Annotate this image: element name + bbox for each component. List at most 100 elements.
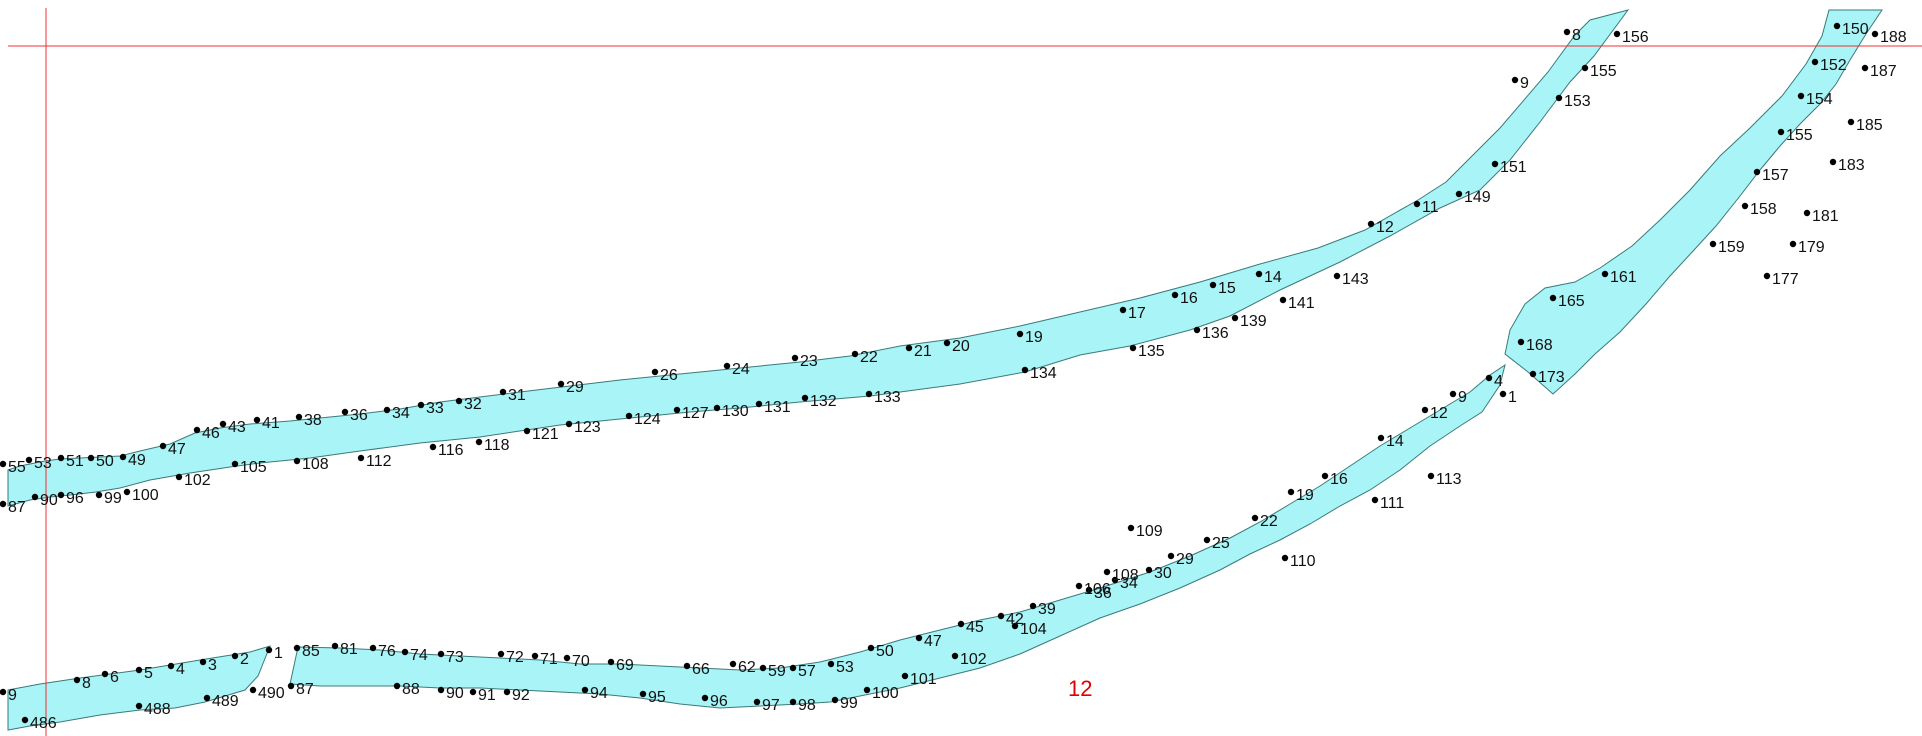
upper-road-survey-point <box>1333 272 1341 280</box>
lower-road-survey-point <box>1011 622 1019 630</box>
upper-road-survey-point <box>673 406 681 414</box>
upper-road-point-label: 46 <box>202 425 220 442</box>
lower-road-survey-point <box>1127 524 1135 532</box>
lower-road-point-label: 108 <box>1112 567 1139 584</box>
upper-road-survey-point <box>755 400 763 408</box>
right-road-survey-point <box>1797 92 1805 100</box>
lower-road-survey-point <box>369 644 377 652</box>
upper-road-survey-point <box>1231 314 1239 322</box>
upper-road-survey-point <box>565 420 573 428</box>
lower-road-survey-point <box>497 650 505 658</box>
upper-road-survey-point <box>429 443 437 451</box>
lower-road-point-label: 97 <box>762 697 780 714</box>
upper-road-survey-point <box>341 408 349 416</box>
right-road-point-label: 161 <box>1610 269 1637 286</box>
lower-road-survey-point <box>437 650 445 658</box>
lower-road-survey-point <box>1075 582 1083 590</box>
lower-road-survey-point <box>1145 566 1153 574</box>
right-road-survey-point <box>1861 64 1869 72</box>
upper-road-point-label: 34 <box>392 405 410 422</box>
sheet-number: 12 <box>1068 676 1092 701</box>
upper-road-survey-point <box>943 339 951 347</box>
upper-road-point-label: 141 <box>1288 295 1315 312</box>
upper-road-survey-point <box>231 460 239 468</box>
upper-road-point-label: 8 <box>1572 27 1581 44</box>
lower-road-point-label: 490 <box>258 685 285 702</box>
upper-road-survey-point <box>193 426 201 434</box>
upper-road-point-label: 15 <box>1218 280 1236 297</box>
upper-road-survey-point <box>1563 28 1571 36</box>
lower-road-survey-point <box>331 642 339 650</box>
lower-road-survey-point <box>249 686 257 694</box>
upper-road-point-label: 149 <box>1464 189 1491 206</box>
right-road-labels: 150 188 152 187 154 185 155 183 157 181 158 179 159 1… <box>1526 21 1907 386</box>
lower-road-point-label: 92 <box>512 687 530 704</box>
lower-road-point-label: 109 <box>1136 523 1163 540</box>
upper-road-survey-point <box>523 427 531 435</box>
lower-road-survey-point <box>0 688 7 696</box>
lower-road-survey-point <box>393 682 401 690</box>
lower-road-point-label: 113 <box>1436 471 1462 488</box>
upper-road-point-label: 124 <box>634 411 661 428</box>
lower-road-point-label: 22 <box>1260 513 1278 530</box>
lower-road-survey-point <box>135 666 143 674</box>
lower-road-survey-point <box>265 646 273 654</box>
right-road-survey-point <box>1601 270 1609 278</box>
upper-road-survey-point <box>95 491 103 499</box>
lower-road-point-label: 39 <box>1038 601 1056 618</box>
lower-road-survey-point <box>607 658 615 666</box>
lower-road-band-left <box>7 645 271 731</box>
upper-road-point-label: 90 <box>40 492 58 509</box>
lower-road-point-label: 6 <box>110 669 119 686</box>
lower-road-point-label: 4 <box>1494 373 1503 390</box>
lower-road-survey-point <box>753 698 761 706</box>
lower-road-point-label: 50 <box>876 643 894 660</box>
lower-road-point-label: 36 <box>1094 585 1112 602</box>
lower-road-point-label: 8 <box>82 675 91 692</box>
upper-road-point-label: 14 <box>1264 269 1282 286</box>
lower-road-point-label: 5 <box>144 665 153 682</box>
right-road-survey-point <box>1777 128 1785 136</box>
upper-road-survey-point <box>293 457 301 465</box>
lower-road-survey-point <box>683 662 691 670</box>
upper-road-point-label: 32 <box>464 396 482 413</box>
upper-road-point-label: 33 <box>426 400 444 417</box>
upper-road-survey-point <box>851 350 859 358</box>
lower-road-point-label: 489 <box>212 693 239 710</box>
upper-road-point-label: 134 <box>1030 365 1057 382</box>
upper-road-point-label: 121 <box>532 426 559 443</box>
upper-road-survey-point <box>175 473 183 481</box>
upper-road-survey-point <box>253 416 261 424</box>
upper-road-point-label: 24 <box>732 361 750 378</box>
upper-road-survey-point <box>0 460 7 468</box>
lower-road-point-label: 29 <box>1176 551 1194 568</box>
lower-road-point-label: 101 <box>910 671 937 688</box>
lower-road-point-label: 102 <box>960 651 987 668</box>
lower-road-point-label: 74 <box>410 647 428 664</box>
upper-road-survey-point <box>1016 330 1024 338</box>
upper-road-survey-point <box>1555 94 1563 102</box>
lower-road-point-label: 59 <box>768 663 786 680</box>
lower-road-point-label: 19 <box>1296 487 1314 504</box>
lower-road-survey-point <box>1287 488 1295 496</box>
lower-road-survey-point <box>287 682 295 690</box>
upper-road-survey-point <box>625 412 633 420</box>
lower-road-point-label: 72 <box>506 649 524 666</box>
lower-road-point-label: 30 <box>1154 565 1172 582</box>
lower-road-point-label: 14 <box>1386 433 1404 450</box>
upper-road-point-label: 99 <box>104 490 122 507</box>
right-road-survey-point <box>1709 240 1717 248</box>
upper-road-survey-point <box>499 388 507 396</box>
lower-road-survey-point <box>867 644 875 652</box>
lower-road-survey-point <box>1111 576 1119 584</box>
right-road-survey-point <box>1517 338 1525 346</box>
upper-road-point-label: 19 <box>1025 329 1043 346</box>
lower-road-point-label: 62 <box>738 659 756 676</box>
upper-road-point-label: 118 <box>484 437 510 454</box>
upper-road-survey-point <box>905 344 913 352</box>
upper-road-band <box>7 9 1630 507</box>
right-road-survey-point <box>1803 209 1811 217</box>
upper-road-point-label: 131 <box>764 399 791 416</box>
upper-road-point-label: 136 <box>1202 325 1229 342</box>
